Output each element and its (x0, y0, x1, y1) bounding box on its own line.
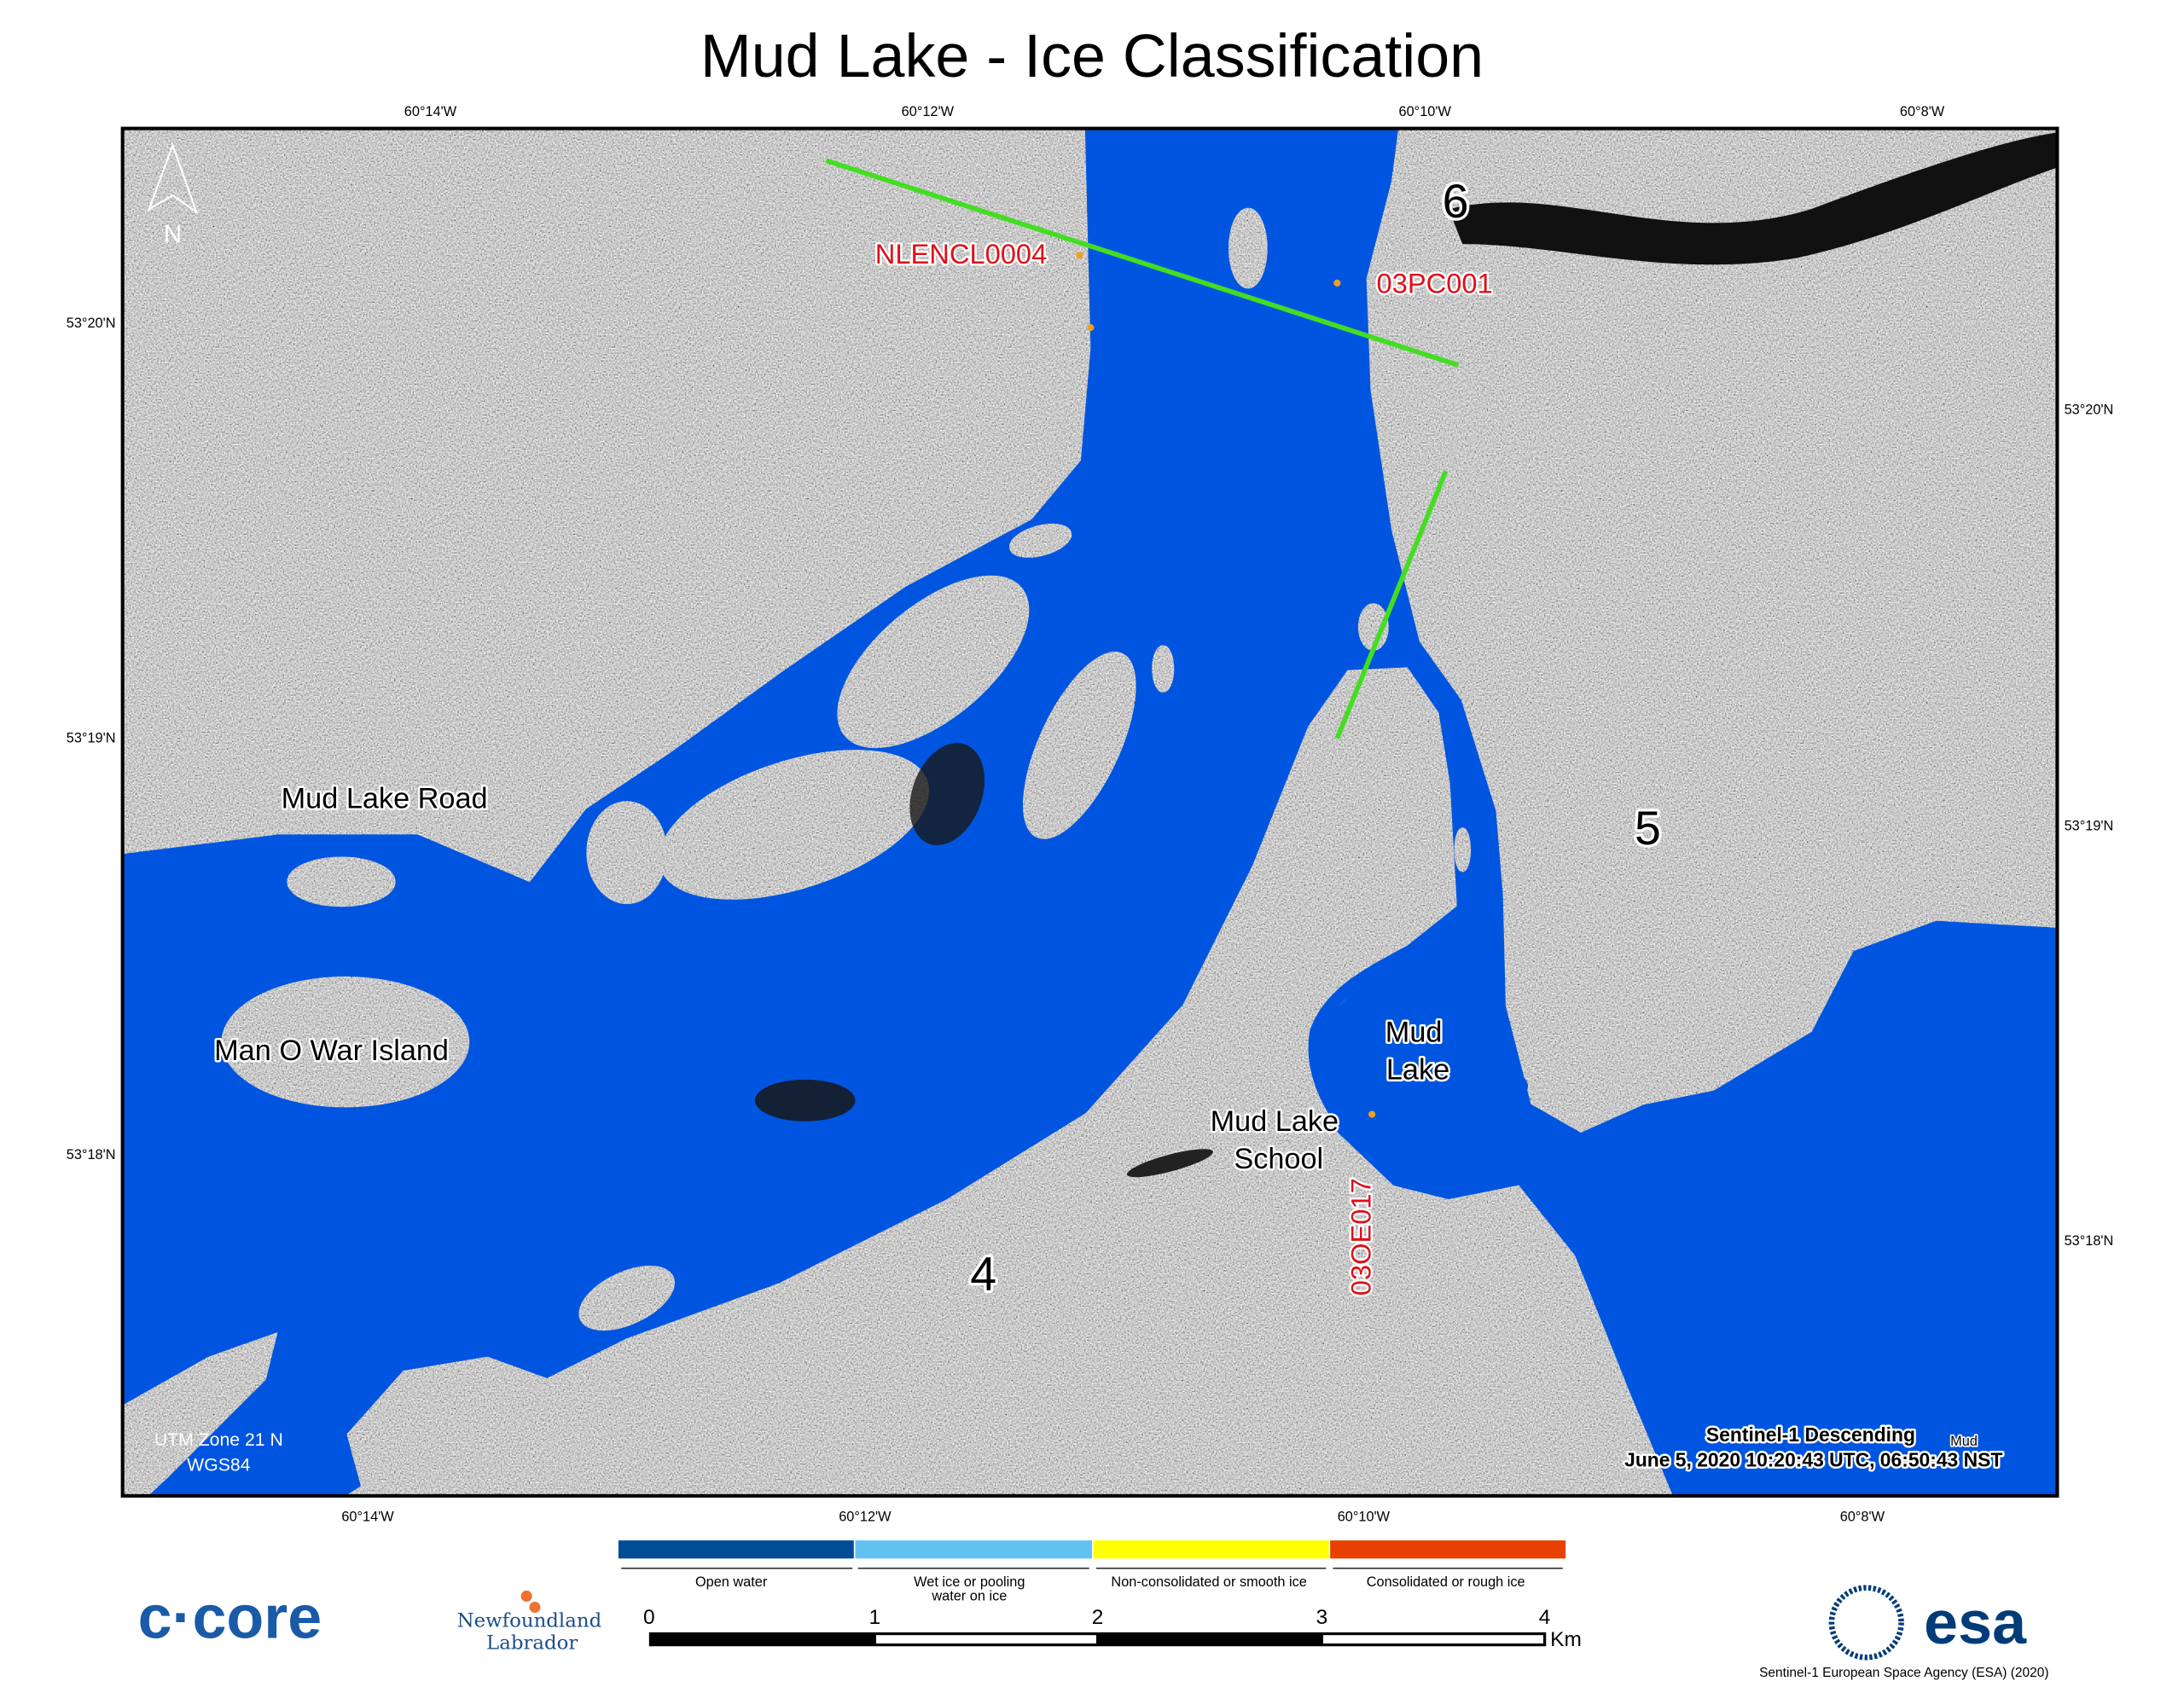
dark-patch (754, 1079, 856, 1122)
school-label: Mud Lake (1211, 1105, 1339, 1138)
station-dot (1368, 1110, 1376, 1118)
transect-line-east (1334, 470, 1449, 739)
road-label: Mud Lake Road (282, 782, 488, 815)
mud-lake-channel (1308, 917, 1576, 1193)
river-dark-channel (1448, 132, 2058, 265)
svg-text:1: 1 (869, 1606, 881, 1629)
island-label: Man O War Island (214, 1035, 449, 1067)
school-label: School (1234, 1143, 1323, 1175)
zone-label: 5 (1635, 802, 1661, 855)
map-canvas[interactable]: N NLENCL0004 03PC001 03OE017 6 5 4 Mud L… (122, 128, 2058, 1496)
credit-text: Sentinel-1 European Space Agency (ESA) (… (1759, 1666, 2049, 1680)
lake-label: Lake (1386, 1054, 1449, 1087)
svg-text:Km: Km (1550, 1628, 1582, 1651)
svg-text:2: 2 (1092, 1606, 1104, 1629)
station-label: 03OE017 (1345, 1178, 1377, 1296)
transect-line-north (825, 158, 1460, 368)
svg-text:60°12'W: 60°12'W (839, 1509, 892, 1524)
svg-text:3: 3 (1316, 1606, 1328, 1629)
acquisition-tag: Mud (1950, 1434, 1978, 1449)
legend-label: Consolidated or rough ice (1367, 1574, 1525, 1590)
svg-text:60°14'W: 60°14'W (341, 1509, 394, 1524)
svg-text:53°20'N: 53°20'N (67, 316, 116, 331)
legend-label: water on ice (931, 1588, 1007, 1603)
svg-text:60°8'W: 60°8'W (1900, 104, 1945, 119)
station-label: NLENCL0004 (875, 238, 1047, 270)
graticule-labels: 60°14'W 60°12'W 60°10'W 60°8'W 60°14'W 6… (67, 104, 2114, 1524)
legend-swatch-wet-ice (855, 1540, 1092, 1559)
land-south (122, 667, 1673, 1496)
svg-text:esa: esa (1924, 1589, 2027, 1657)
svg-text:60°8'W: 60°8'W (1840, 1509, 1885, 1524)
projection-label: UTM Zone 21 N (154, 1430, 283, 1450)
svg-text:53°18'N: 53°18'N (2065, 1233, 2114, 1249)
legend: Open water Wet ice or pooling water on i… (618, 1540, 1566, 1603)
station-dot (1076, 252, 1083, 259)
svg-text:53°19'N: 53°19'N (2065, 818, 2114, 833)
svg-text:60°12'W: 60°12'W (902, 104, 955, 119)
land-northwest (122, 128, 1091, 883)
man-o-war-island (221, 976, 470, 1108)
svg-text:53°18'N: 53°18'N (67, 1147, 116, 1162)
svg-text:Labrador: Labrador (486, 1632, 578, 1654)
svg-text:4: 4 (1539, 1606, 1551, 1629)
legend-swatch-rough-ice (1330, 1540, 1566, 1559)
legend-label: Wet ice or pooling (914, 1574, 1025, 1590)
legend-label: Non-consolidated or smooth ice (1111, 1574, 1306, 1590)
station-label: 03PC001 (1377, 267, 1493, 299)
map-frame (120, 126, 2059, 1498)
svg-text:0: 0 (643, 1606, 655, 1629)
acquisition-label: June 5, 2020 10:20:43 UTC, 06:50:43 NST (1624, 1449, 2002, 1471)
legend-swatch-open-water (618, 1540, 854, 1559)
land-southwest (122, 1331, 278, 1496)
legend-swatch-smooth-ice (1093, 1540, 1329, 1559)
land-southwest-island (346, 1356, 573, 1496)
svg-text:53°20'N: 53°20'N (2065, 402, 2114, 417)
svg-text:53°19'N: 53°19'N (67, 731, 116, 746)
north-label: N (164, 221, 182, 249)
map-title: Mud Lake - Ice Classification (700, 22, 1484, 90)
zone-label: 6 (1443, 175, 1469, 228)
acquisition-label: Sentinel-1 Descending (1706, 1423, 1915, 1446)
svg-text:60°10'W: 60°10'W (1399, 104, 1452, 119)
projection-label: WGS84 (187, 1456, 250, 1475)
ccore-logo: c·core (138, 1583, 322, 1651)
svg-text:Newfoundland: Newfoundland (457, 1609, 602, 1632)
land-northeast (1366, 128, 2058, 1133)
legend-label: Open water (695, 1574, 768, 1590)
newfoundland-labrador-logo: Newfoundland Labrador (457, 1590, 602, 1654)
north-arrow-icon: N (147, 142, 199, 249)
scale-bar: 0 1 2 3 4 Km (643, 1606, 1582, 1651)
land-sar-imagery (122, 128, 2058, 1496)
svg-text:60°10'W: 60°10'W (1338, 1509, 1391, 1524)
esa-logo: esa (1828, 1585, 2027, 1661)
lake-label: Mud (1385, 1017, 1443, 1049)
svg-text:60°14'W: 60°14'W (404, 104, 457, 119)
station-dot (1333, 279, 1341, 287)
station-dot (1087, 324, 1095, 332)
zone-label: 4 (970, 1247, 996, 1300)
